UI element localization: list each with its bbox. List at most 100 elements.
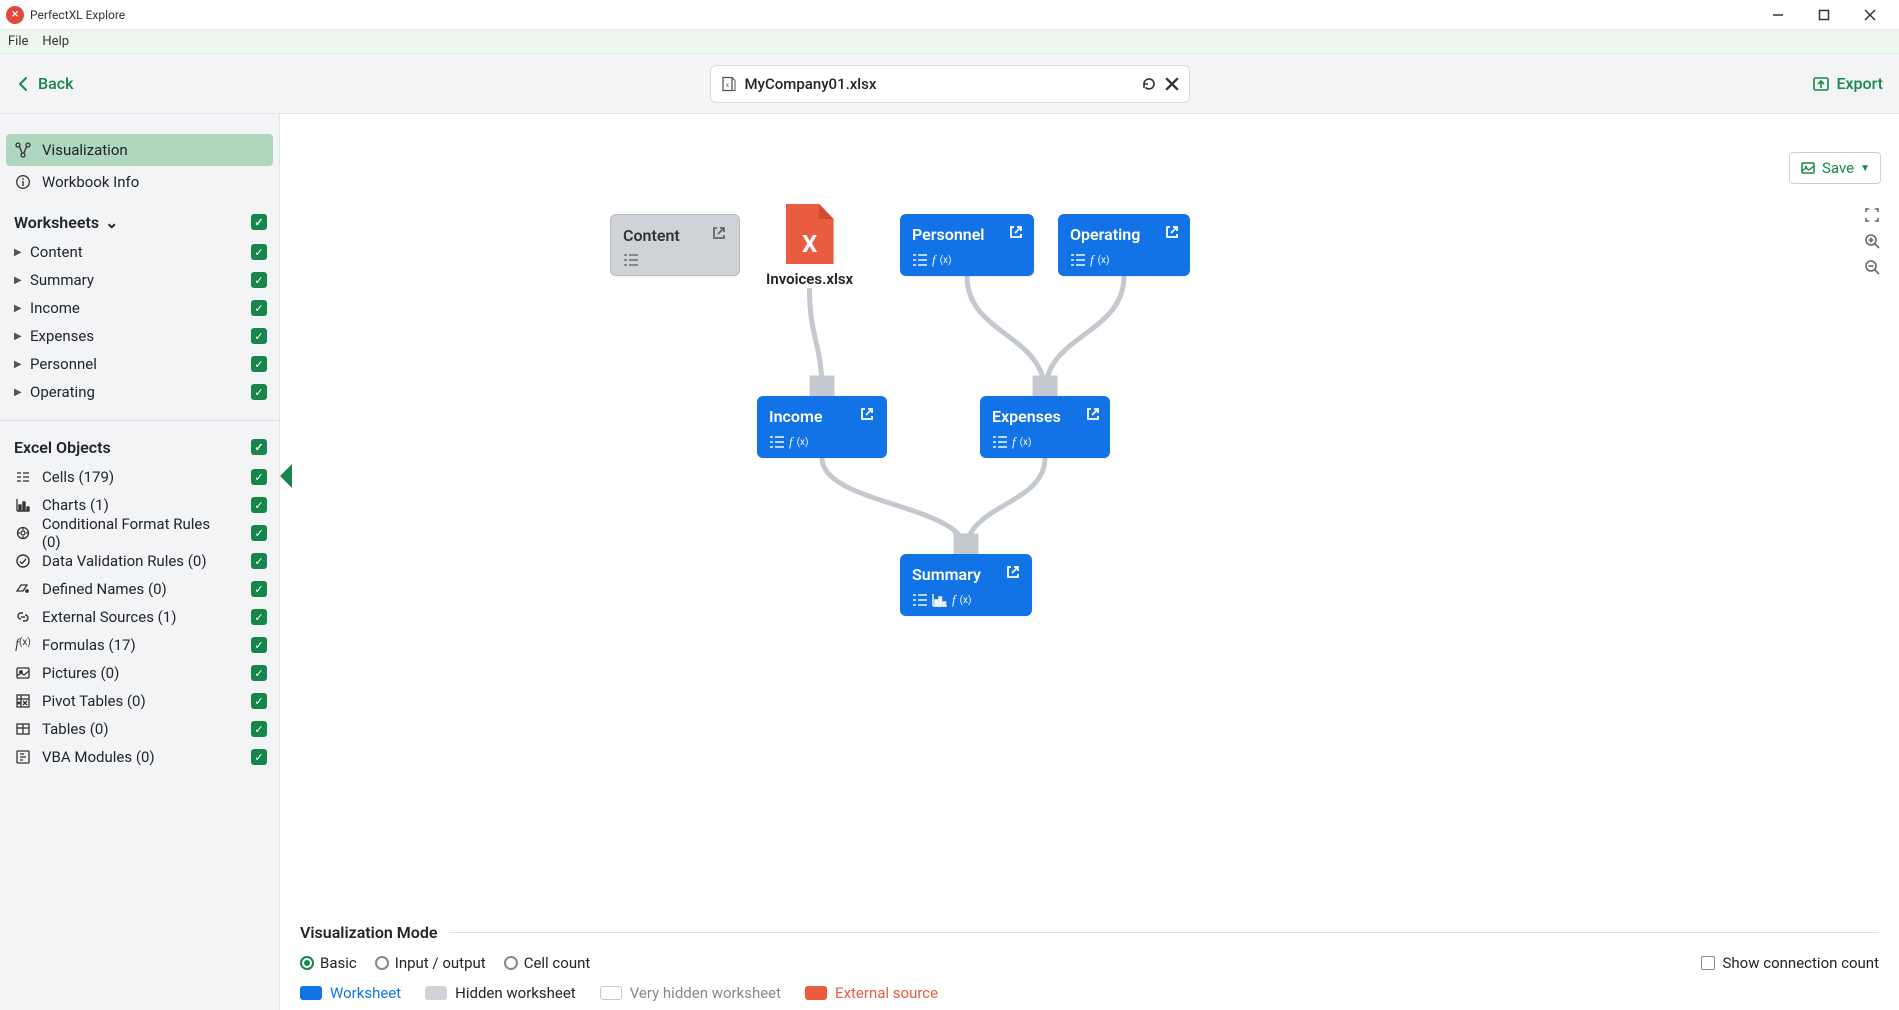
- caret-right-icon: ▶: [14, 275, 22, 286]
- diagram-node-operating[interactable]: Operating f(x): [1058, 214, 1190, 276]
- object-item-label: External Sources (1): [42, 608, 176, 626]
- worksheet-item[interactable]: ▶ Summary: [0, 266, 279, 294]
- open-icon[interactable]: [859, 406, 875, 426]
- object-item[interactable]: Cells (179): [0, 463, 279, 491]
- object-item-checkbox[interactable]: [251, 693, 267, 709]
- object-item[interactable]: f(x) Formulas (17): [0, 631, 279, 659]
- object-type-icon: [14, 665, 32, 681]
- diagram-node-content[interactable]: Content: [610, 214, 740, 276]
- menu-help[interactable]: Help: [42, 34, 69, 49]
- object-item[interactable]: Pictures (0): [0, 659, 279, 687]
- diagram-external-source[interactable]: Invoices.xlsx: [766, 204, 853, 288]
- mode-io-label: Input / output: [395, 954, 486, 972]
- show-connection-count-checkbox[interactable]: Show connection count: [1701, 954, 1879, 972]
- node-badge-icons: f(x): [912, 252, 1022, 268]
- open-icon[interactable]: [1085, 406, 1101, 426]
- object-type-icon: [14, 749, 32, 765]
- nav-workbook-info[interactable]: Workbook Info: [0, 166, 279, 198]
- mode-basic-radio[interactable]: Basic: [300, 954, 357, 972]
- legend-worksheet[interactable]: Worksheet: [300, 984, 401, 1002]
- object-type-icon: [14, 693, 32, 709]
- mode-cell-radio[interactable]: Cell count: [504, 954, 591, 972]
- window-close-button[interactable]: [1847, 0, 1893, 30]
- open-icon[interactable]: [711, 225, 727, 245]
- clear-file-icon[interactable]: [1165, 77, 1179, 91]
- nav-visualization[interactable]: Visualization: [6, 134, 273, 166]
- worksheet-item[interactable]: ▶ Content: [0, 238, 279, 266]
- worksheet-item[interactable]: ▶ Personnel: [0, 350, 279, 378]
- worksheets-header[interactable]: Worksheets ⌄: [0, 206, 279, 238]
- zoom-in-icon[interactable]: [1863, 232, 1881, 250]
- menubar: File Help: [0, 30, 1899, 54]
- worksheet-item-checkbox[interactable]: [251, 384, 267, 400]
- object-item-label: Formulas (17): [42, 636, 136, 654]
- diagram-node-expenses[interactable]: Expenses f(x): [980, 396, 1110, 458]
- object-type-icon: [14, 581, 32, 597]
- mode-io-radio[interactable]: Input / output: [375, 954, 486, 972]
- object-item[interactable]: VBA Modules (0): [0, 743, 279, 771]
- diagram-canvas[interactable]: Save ▼ Content Personnel f(x) Operating f…: [280, 114, 1899, 1010]
- back-label: Back: [38, 74, 73, 93]
- worksheet-item[interactable]: ▶ Income: [0, 294, 279, 322]
- window-maximize-button[interactable]: [1801, 0, 1847, 30]
- reload-icon[interactable]: [1141, 76, 1157, 92]
- open-icon[interactable]: [1005, 564, 1021, 584]
- object-item[interactable]: Conditional Format Rules (0): [0, 519, 279, 547]
- worksheet-item-checkbox[interactable]: [251, 328, 267, 344]
- back-button[interactable]: Back: [16, 74, 73, 93]
- save-button[interactable]: Save ▼: [1789, 152, 1881, 184]
- object-item-label: Data Validation Rules (0): [42, 552, 207, 570]
- worksheet-item-checkbox[interactable]: [251, 356, 267, 372]
- object-item-checkbox[interactable]: [251, 581, 267, 597]
- caret-right-icon: ▶: [14, 387, 22, 398]
- object-item[interactable]: Data Validation Rules (0): [0, 547, 279, 575]
- object-item-checkbox[interactable]: [251, 749, 267, 765]
- show-connection-count-label: Show connection count: [1723, 954, 1879, 972]
- file-selector[interactable]: x MyCompany01.xlsx: [710, 65, 1190, 103]
- menu-file[interactable]: File: [8, 34, 28, 49]
- worksheets-toggle-all[interactable]: [251, 214, 267, 230]
- worksheet-item[interactable]: ▶ Expenses: [0, 322, 279, 350]
- worksheet-item[interactable]: ▶ Operating: [0, 378, 279, 406]
- node-label: Personnel: [912, 225, 984, 244]
- object-item[interactable]: External Sources (1): [0, 603, 279, 631]
- object-item[interactable]: Defined Names (0): [0, 575, 279, 603]
- caret-right-icon: ▶: [14, 331, 22, 342]
- app-title: PerfectXL Explore: [30, 8, 125, 22]
- mode-basic-label: Basic: [320, 954, 357, 972]
- svg-text:x: x: [726, 82, 729, 89]
- zoom-out-icon[interactable]: [1863, 258, 1881, 276]
- object-item-label: VBA Modules (0): [42, 748, 155, 766]
- window-minimize-button[interactable]: [1755, 0, 1801, 30]
- object-type-icon: f(x): [14, 637, 32, 653]
- object-item[interactable]: Tables (0): [0, 715, 279, 743]
- open-icon[interactable]: [1164, 224, 1180, 244]
- object-item[interactable]: Pivot Tables (0): [0, 687, 279, 715]
- export-button[interactable]: Export: [1812, 74, 1883, 93]
- objects-header[interactable]: Excel Objects: [0, 431, 279, 463]
- object-item-label: Cells (179): [42, 468, 114, 486]
- objects-toggle-all[interactable]: [251, 439, 267, 455]
- worksheet-item-checkbox[interactable]: [251, 272, 267, 288]
- object-item-checkbox[interactable]: [251, 525, 267, 541]
- object-item-checkbox[interactable]: [251, 609, 267, 625]
- open-icon[interactable]: [1008, 224, 1024, 244]
- file-excel-icon: x: [721, 76, 737, 92]
- worksheet-item-label: Income: [30, 299, 80, 317]
- object-item-checkbox[interactable]: [251, 497, 267, 513]
- object-item-checkbox[interactable]: [251, 637, 267, 653]
- object-item-checkbox[interactable]: [251, 469, 267, 485]
- fullscreen-icon[interactable]: [1863, 206, 1881, 224]
- object-item-label: Charts (1): [42, 496, 109, 514]
- object-item-checkbox[interactable]: [251, 665, 267, 681]
- legend-external[interactable]: External source: [805, 984, 938, 1002]
- worksheet-item-label: Summary: [30, 271, 94, 289]
- diagram-node-summary[interactable]: Summary f(x): [900, 554, 1032, 616]
- worksheet-item-checkbox[interactable]: [251, 300, 267, 316]
- app-icon: [6, 6, 24, 24]
- object-item-checkbox[interactable]: [251, 721, 267, 737]
- worksheet-item-checkbox[interactable]: [251, 244, 267, 260]
- diagram-node-personnel[interactable]: Personnel f(x): [900, 214, 1034, 276]
- object-item-checkbox[interactable]: [251, 553, 267, 569]
- diagram-node-income[interactable]: Income f(x): [757, 396, 887, 458]
